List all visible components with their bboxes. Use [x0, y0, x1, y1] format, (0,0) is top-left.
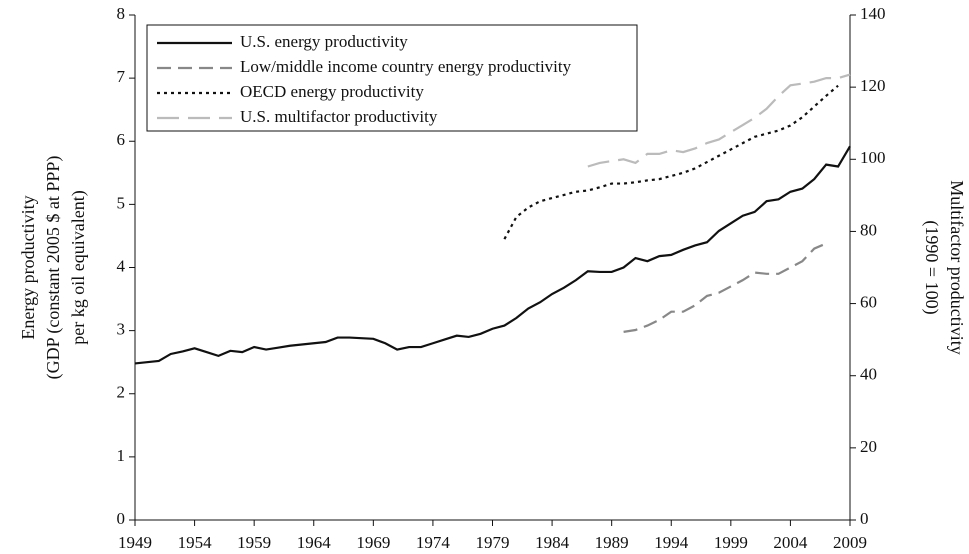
x-tick-label: 1984 [535, 533, 570, 552]
y-axis-label: (GDP (constant 2005 $ at PPP) [43, 156, 64, 380]
y-tick-label: 8 [117, 4, 126, 23]
legend-label: Low/middle income country energy product… [240, 57, 572, 76]
legend-label: U.S. multifactor productivity [240, 107, 438, 126]
x-tick-label: 1979 [476, 533, 510, 552]
y-tick-label: 1 [117, 446, 126, 465]
y-tick-label: 3 [117, 320, 126, 339]
x-tick-label: 1974 [416, 533, 451, 552]
y-tick-label: 0 [117, 509, 126, 528]
y2-tick-label: 20 [860, 437, 877, 456]
x-tick-label: 1994 [654, 533, 689, 552]
y2-tick-label: 40 [860, 365, 877, 384]
y2-tick-label: 0 [860, 509, 869, 528]
y2-tick-label: 140 [860, 4, 886, 23]
x-tick-label: 1999 [714, 533, 748, 552]
series-line [503, 84, 839, 240]
y2-axis-label: Multifactor productivity [947, 180, 967, 354]
series-line [587, 73, 851, 168]
y-tick-label: 5 [117, 193, 126, 212]
x-tick-label: 1969 [356, 533, 390, 552]
x-tick-label: 1989 [595, 533, 629, 552]
y2-tick-label: 120 [860, 76, 886, 95]
x-tick-label: 1949 [118, 533, 152, 552]
y-tick-label: 6 [117, 130, 126, 149]
x-tick-label: 1964 [297, 533, 332, 552]
y-axis-label: Energy productivity [18, 195, 38, 339]
y2-axis-label: (1990 = 100) [921, 220, 942, 314]
y-axis-label: per kg oil equivalent) [68, 190, 89, 344]
series-line [134, 145, 851, 365]
y2-tick-label: 60 [860, 292, 877, 311]
x-tick-label: 2009 [833, 533, 867, 552]
x-tick-label: 2004 [773, 533, 808, 552]
y-tick-label: 2 [117, 383, 126, 402]
y-tick-label: 4 [117, 256, 126, 275]
x-tick-label: 1954 [178, 533, 213, 552]
series-line [623, 242, 827, 333]
legend-label: U.S. energy productivity [240, 32, 408, 51]
y-tick-label: 7 [117, 67, 126, 86]
y2-tick-label: 100 [860, 148, 886, 167]
x-tick-label: 1959 [237, 533, 271, 552]
y2-tick-label: 80 [860, 220, 877, 239]
legend-label: OECD energy productivity [240, 82, 424, 101]
